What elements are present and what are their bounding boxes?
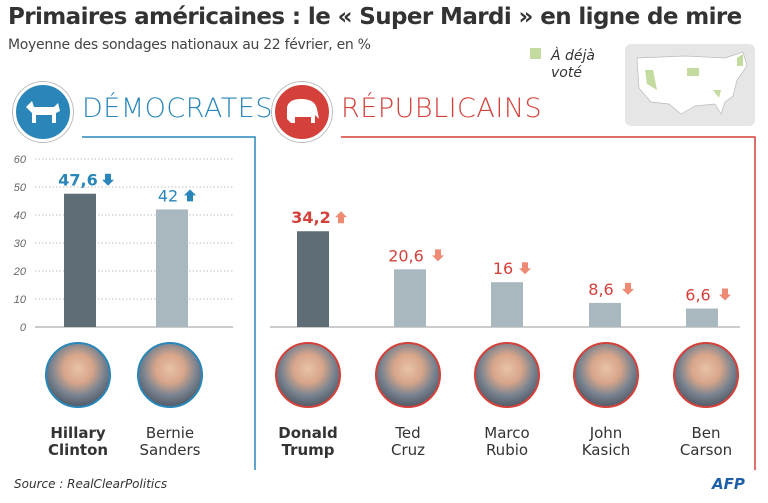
candidate-name-last: Trump <box>281 441 335 459</box>
chart-title: Primaires américaines : le « Super Mardi… <box>8 4 742 30</box>
candidate-name-first: Hillary <box>50 424 106 442</box>
y-tick-label: 40 <box>14 210 27 222</box>
y-tick-label: 30 <box>14 238 27 250</box>
candidate-name-last: Kasich <box>581 441 631 459</box>
y-tick-label: 60 <box>14 154 27 166</box>
data-label: 8,6 <box>588 280 613 299</box>
data-label: 47,6 <box>58 171 97 190</box>
data-label: 6,6 <box>685 286 710 305</box>
y-tick-label: 10 <box>14 294 27 306</box>
candidate-name-first: Bernie <box>145 424 195 442</box>
candidate-name: Marco Rubio <box>457 425 557 459</box>
chart-subtitle: Moyenne des sondages nationaux au 22 fév… <box>8 37 371 53</box>
y-tick-label: 0 <box>20 322 27 334</box>
data-label: 42 <box>158 186 178 205</box>
candidate-name-last: Clinton <box>47 441 109 459</box>
arrow-up-icon <box>335 211 347 224</box>
candidate-photo <box>474 342 540 408</box>
bar <box>156 209 188 327</box>
bar <box>297 231 329 327</box>
candidate-name-last: Cruz <box>390 441 426 459</box>
candidate-name: Bernie Sanders <box>120 425 220 459</box>
arrow-down-icon <box>719 288 731 301</box>
candidate-photo <box>137 342 203 408</box>
elephant-icon <box>272 82 332 142</box>
candidate-photo <box>375 342 441 408</box>
legend: À déjà voté <box>530 48 595 82</box>
data-label: 16 <box>493 259 513 278</box>
candidate-name: Ben Carson <box>656 425 756 459</box>
bar <box>64 193 96 327</box>
bar <box>394 269 426 327</box>
democrats-title: DÉMOCRATES <box>82 93 273 124</box>
candidate-photo <box>573 342 639 408</box>
candidate-name-first: Marco <box>484 424 530 442</box>
candidate-photo <box>673 342 739 408</box>
arrow-down-icon <box>519 262 531 275</box>
democrats-frame <box>82 136 256 470</box>
candidate-name-first: Ted <box>395 424 421 442</box>
bar <box>686 308 718 327</box>
arrow-down-icon <box>432 249 444 262</box>
candidate-name-last: Sanders <box>139 441 201 459</box>
donkey-icon <box>13 82 73 142</box>
candidate-name-first: Ben <box>691 424 721 442</box>
us-map <box>625 44 755 126</box>
bar <box>589 302 621 327</box>
candidate-name: John Kasich <box>556 425 656 459</box>
candidate-name: Hillary Clinton <box>28 425 128 459</box>
candidate-name-last: Rubio <box>485 441 529 459</box>
data-label: 34,2 <box>291 208 330 227</box>
legend-label-1: À déjà <box>551 48 595 64</box>
candidate-name-first: Donald <box>278 424 338 442</box>
y-tick-label: 20 <box>13 266 27 278</box>
legend-label-2: voté <box>551 65 582 81</box>
candidate-name-first: John <box>589 424 623 442</box>
republicans-title: RÉPUBLICAINS <box>341 93 543 124</box>
arrow-down-icon <box>622 282 634 295</box>
candidate-name-last: Carson <box>679 441 733 459</box>
legend-swatch <box>530 48 541 59</box>
arrow-up-icon <box>184 189 196 202</box>
bar <box>491 282 523 327</box>
candidate-name: Ted Cruz <box>358 425 458 459</box>
candidate-photo <box>45 342 111 408</box>
y-tick-label: 50 <box>14 182 27 194</box>
republicans-frame <box>341 136 756 470</box>
us-map-icon <box>636 51 748 115</box>
candidate-photo <box>275 342 341 408</box>
candidate-name: Donald Trump <box>258 425 358 459</box>
source: Source : RealClearPolitics <box>14 477 168 491</box>
arrow-down-icon <box>102 173 114 186</box>
afp-logo: AFP <box>712 475 745 493</box>
data-label: 20,6 <box>388 246 424 265</box>
